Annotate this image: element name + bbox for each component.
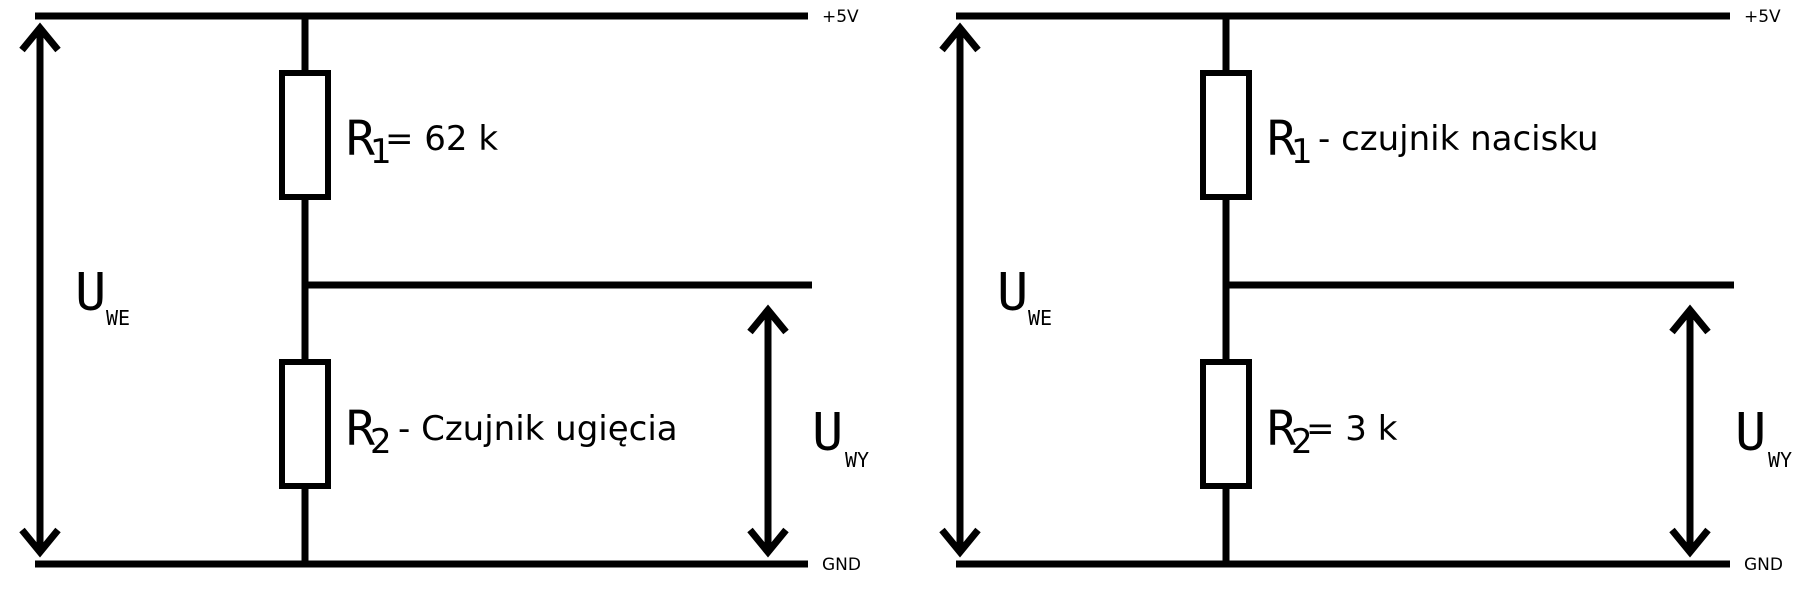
rail-top-label: +5V: [822, 7, 859, 27]
rail-bottom-label: GND: [822, 555, 861, 575]
r1-index: 1: [1291, 132, 1313, 172]
u-in-subscript: WE: [1028, 306, 1052, 330]
u-out-symbol: U: [1735, 403, 1766, 463]
u-in-symbol: U: [75, 263, 106, 323]
r2-index: 2: [370, 422, 392, 462]
resistor-r1: [1200, 70, 1252, 200]
u-out-arrow-head-up: [1669, 304, 1711, 335]
resistor-r2: [1200, 359, 1252, 489]
r1-text: = 62 k: [385, 119, 498, 159]
resistor-r2: [279, 359, 331, 489]
r2-symbol: R: [1267, 401, 1296, 457]
u-out-subscript: WY: [845, 448, 869, 472]
u-out-symbol: U: [812, 403, 843, 463]
u-out-arrow-head-down: [1669, 527, 1711, 558]
u-in-symbol: U: [997, 263, 1028, 323]
voltage-divider-left: +5V GND R 1 = 62 k R 2 - Czujnik ugięcia…: [19, 7, 869, 575]
u-out-arrow-head-down: [747, 527, 789, 558]
r1-symbol: R: [1267, 111, 1296, 167]
r2-symbol: R: [346, 401, 375, 457]
u-in-arrow-head-up: [19, 22, 61, 53]
resistor-r1: [279, 70, 331, 200]
r1-symbol: R: [346, 111, 375, 167]
u-in-arrow-head-down: [19, 527, 61, 558]
r2-text: - Czujnik ugięcia: [398, 409, 678, 449]
u-in-subscript: WE: [106, 306, 130, 330]
u-out-subscript: WY: [1768, 448, 1792, 472]
r2-text: = 3 k: [1306, 409, 1398, 449]
rail-bottom-label: GND: [1744, 555, 1783, 575]
r2-index: 2: [1291, 422, 1313, 462]
u-in-arrow-head-down: [939, 527, 981, 558]
voltage-divider-right: +5V GND R 1 - czujnik nacisku R 2 = 3 k …: [939, 7, 1792, 575]
r1-index: 1: [370, 132, 392, 172]
r1-text: - czujnik nacisku: [1318, 119, 1599, 159]
u-out-arrow-head-up: [747, 304, 789, 335]
u-in-arrow-head-up: [939, 22, 981, 53]
rail-top-label: +5V: [1744, 7, 1781, 27]
